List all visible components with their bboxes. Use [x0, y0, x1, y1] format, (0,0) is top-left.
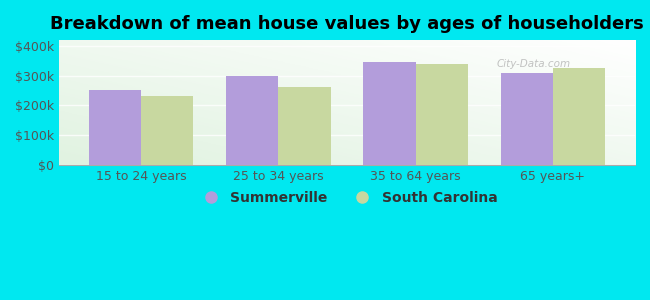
Legend: Summerville, South Carolina: Summerville, South Carolina — [191, 185, 503, 210]
Bar — [141, 96, 194, 165]
Bar — [278, 87, 331, 165]
Bar — [363, 62, 415, 165]
Bar — [415, 64, 468, 165]
Bar — [552, 68, 605, 165]
Bar — [89, 90, 141, 165]
Title: Breakdown of mean house values by ages of householders: Breakdown of mean house values by ages o… — [50, 15, 644, 33]
Bar — [226, 76, 278, 165]
Text: City-Data.com: City-Data.com — [497, 59, 571, 69]
Bar — [500, 73, 552, 165]
